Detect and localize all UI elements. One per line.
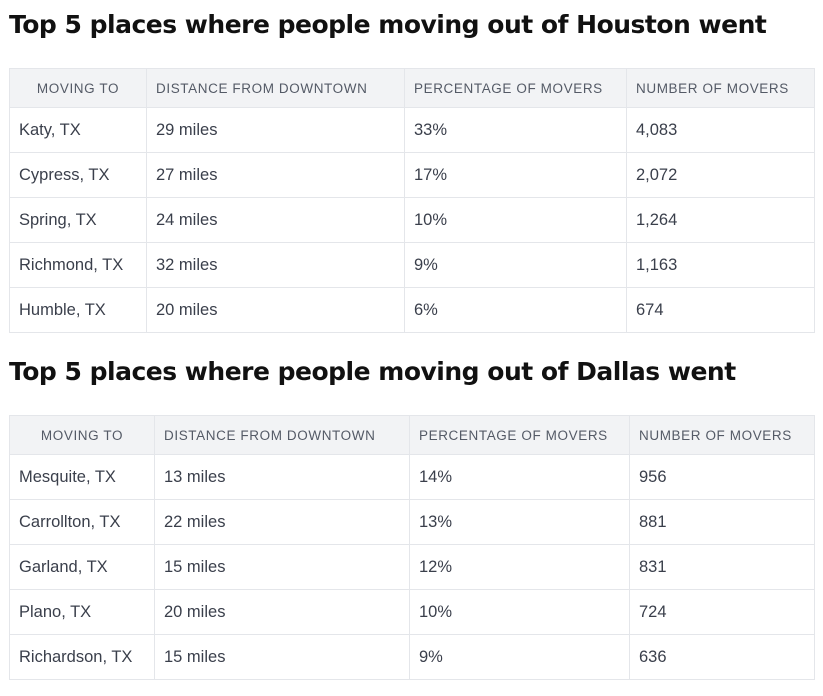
table-row: Humble, TX 20 miles 6% 674 (9, 287, 815, 333)
cell-percentage: 9% (409, 634, 630, 680)
column-header-number: NUMBER OF MOVERS (626, 68, 815, 108)
cell-destination: Mesquite, TX (9, 454, 155, 500)
cell-number: 881 (629, 499, 815, 545)
cell-percentage: 9% (404, 242, 627, 288)
cell-distance: 29 miles (146, 107, 405, 153)
cell-distance: 13 miles (154, 454, 410, 500)
column-header-distance: DISTANCE FROM DOWNTOWN (146, 68, 405, 108)
cell-distance: 15 miles (154, 634, 410, 680)
cell-destination: Katy, TX (9, 107, 147, 153)
table-row: Cypress, TX 27 miles 17% 2,072 (9, 152, 815, 198)
cell-number: 674 (626, 287, 815, 333)
table-row: Richardson, TX 15 miles 9% 636 (9, 634, 815, 680)
cell-number: 1,264 (626, 197, 815, 243)
cell-distance: 20 miles (146, 287, 405, 333)
cell-distance: 20 miles (154, 589, 410, 635)
cell-number: 1,163 (626, 242, 815, 288)
cell-percentage: 17% (404, 152, 627, 198)
houston-movers-table: MOVING TO DISTANCE FROM DOWNTOWN PERCENT… (9, 68, 815, 333)
cell-destination: Plano, TX (9, 589, 155, 635)
cell-distance: 24 miles (146, 197, 405, 243)
cell-destination: Richardson, TX (9, 634, 155, 680)
table-header-row: MOVING TO DISTANCE FROM DOWNTOWN PERCENT… (9, 68, 815, 108)
column-header-distance: DISTANCE FROM DOWNTOWN (154, 415, 410, 455)
cell-percentage: 6% (404, 287, 627, 333)
cell-percentage: 12% (409, 544, 630, 590)
column-header-number: NUMBER OF MOVERS (629, 415, 815, 455)
dallas-movers-table: MOVING TO DISTANCE FROM DOWNTOWN PERCENT… (9, 415, 815, 680)
dallas-section-title: Top 5 places where people moving out of … (9, 357, 736, 386)
houston-section-title: Top 5 places where people moving out of … (9, 10, 767, 39)
cell-percentage: 33% (404, 107, 627, 153)
column-header-moving-to: MOVING TO (9, 415, 155, 455)
cell-percentage: 13% (409, 499, 630, 545)
cell-number: 724 (629, 589, 815, 635)
table-row: Mesquite, TX 13 miles 14% 956 (9, 454, 815, 500)
table-row: Plano, TX 20 miles 10% 724 (9, 589, 815, 635)
cell-percentage: 10% (409, 589, 630, 635)
cell-destination: Humble, TX (9, 287, 147, 333)
cell-percentage: 14% (409, 454, 630, 500)
column-header-percentage: PERCENTAGE OF MOVERS (409, 415, 630, 455)
cell-destination: Garland, TX (9, 544, 155, 590)
cell-distance: 27 miles (146, 152, 405, 198)
cell-distance: 32 miles (146, 242, 405, 288)
column-header-moving-to: MOVING TO (9, 68, 147, 108)
cell-number: 2,072 (626, 152, 815, 198)
cell-number: 4,083 (626, 107, 815, 153)
cell-destination: Cypress, TX (9, 152, 147, 198)
cell-number: 831 (629, 544, 815, 590)
cell-distance: 22 miles (154, 499, 410, 545)
cell-distance: 15 miles (154, 544, 410, 590)
cell-destination: Spring, TX (9, 197, 147, 243)
table-row: Richmond, TX 32 miles 9% 1,163 (9, 242, 815, 288)
table-row: Carrollton, TX 22 miles 13% 881 (9, 499, 815, 545)
cell-number: 956 (629, 454, 815, 500)
table-row: Spring, TX 24 miles 10% 1,264 (9, 197, 815, 243)
table-header-row: MOVING TO DISTANCE FROM DOWNTOWN PERCENT… (9, 415, 815, 455)
table-row: Garland, TX 15 miles 12% 831 (9, 544, 815, 590)
column-header-percentage: PERCENTAGE OF MOVERS (404, 68, 627, 108)
cell-number: 636 (629, 634, 815, 680)
cell-destination: Carrollton, TX (9, 499, 155, 545)
cell-percentage: 10% (404, 197, 627, 243)
table-row: Katy, TX 29 miles 33% 4,083 (9, 107, 815, 153)
cell-destination: Richmond, TX (9, 242, 147, 288)
